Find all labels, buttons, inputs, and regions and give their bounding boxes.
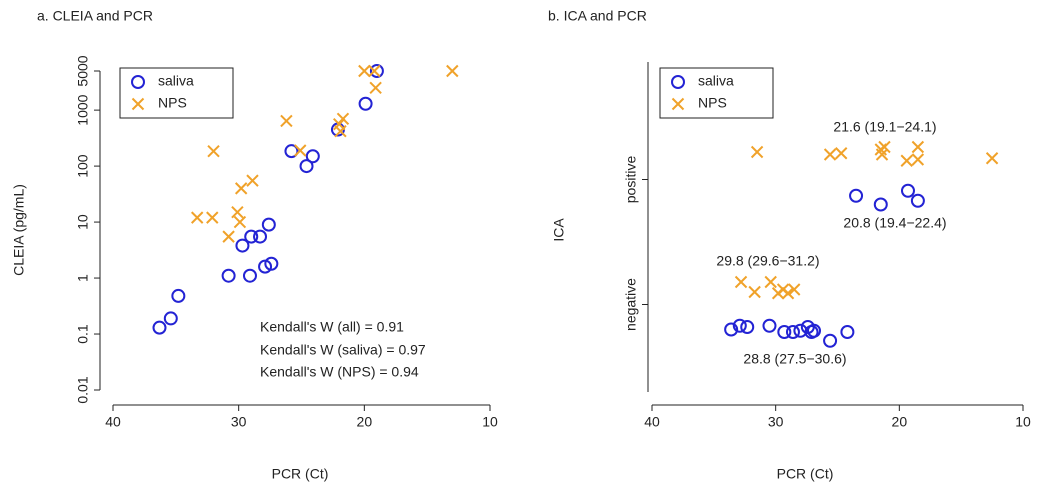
- legend-label: saliva: [698, 73, 734, 89]
- chart-title: b. ICA and PCR: [548, 8, 647, 24]
- point: [152, 320, 167, 335]
- point: [222, 230, 235, 243]
- y-axis-label: CLEIA (pg/mL): [11, 184, 27, 276]
- point: [788, 283, 801, 296]
- point: [911, 153, 925, 166]
- point: [823, 148, 837, 161]
- annotation: Kendall's W (all) = 0.91: [260, 319, 404, 335]
- point: [823, 333, 838, 348]
- legend-marker: [131, 97, 145, 111]
- legend-label: NPS: [158, 95, 187, 111]
- annotation: 21.6 (19.1−24.1): [833, 119, 936, 135]
- point: [734, 275, 748, 289]
- point: [242, 268, 257, 283]
- point: [878, 140, 891, 154]
- point: [258, 259, 273, 274]
- point: [244, 229, 259, 244]
- point: [740, 320, 755, 334]
- x-tick-label: 10: [482, 414, 498, 430]
- legend-marker: [671, 75, 685, 89]
- point: [446, 64, 459, 78]
- point: [233, 215, 247, 229]
- point: [336, 112, 350, 126]
- point: [793, 323, 808, 338]
- point: [910, 193, 925, 208]
- x-tick-label: 20: [357, 414, 373, 430]
- point: [807, 323, 822, 338]
- point: [171, 288, 186, 303]
- x-tick-label: 20: [892, 414, 908, 430]
- point: [750, 145, 764, 159]
- point: [235, 238, 250, 253]
- x-tick-label: 40: [105, 414, 121, 430]
- y-tick-label: 5000: [75, 55, 91, 86]
- point: [781, 287, 795, 300]
- annotation: Kendall's W (NPS) = 0.94: [260, 364, 419, 380]
- y-tick-label: 0.01: [75, 376, 91, 403]
- point: [911, 140, 925, 154]
- point: [849, 188, 864, 203]
- legend-marker: [131, 75, 145, 89]
- legend-label: saliva: [158, 73, 194, 89]
- point: [835, 147, 848, 160]
- point: [253, 229, 268, 244]
- point: [748, 285, 761, 299]
- annotation: 28.8 (27.5−30.6): [743, 351, 846, 367]
- point: [785, 325, 800, 339]
- point: [875, 148, 889, 161]
- point: [264, 256, 279, 271]
- point: [777, 325, 792, 339]
- point: [206, 211, 219, 224]
- point: [724, 322, 739, 337]
- x-axis-label: PCR (Ct): [777, 466, 834, 482]
- point: [284, 144, 299, 159]
- y-tick-label: positive: [623, 156, 639, 204]
- point: [234, 182, 248, 195]
- point: [299, 159, 314, 174]
- point: [358, 96, 373, 111]
- x-tick-label: 30: [768, 414, 784, 430]
- annotation: Kendall's W (saliva) = 0.97: [260, 342, 426, 358]
- point: [334, 125, 347, 138]
- legend-marker: [671, 97, 685, 111]
- point: [840, 325, 855, 339]
- point: [900, 183, 915, 198]
- point: [305, 149, 320, 164]
- x-tick-label: 40: [644, 414, 660, 430]
- y-axis-label: ICA: [551, 218, 567, 242]
- point: [190, 211, 204, 224]
- y-tick-label: 100: [75, 154, 91, 178]
- point: [762, 318, 777, 333]
- point: [873, 197, 888, 212]
- legend-label: NPS: [698, 95, 727, 111]
- point: [163, 311, 178, 326]
- point: [369, 81, 382, 95]
- y-tick-label: 10: [75, 214, 91, 230]
- point: [369, 64, 384, 78]
- x-tick-label: 10: [1015, 414, 1031, 430]
- y-tick-label: 1000: [75, 94, 91, 125]
- chart-title: a. CLEIA and PCR: [37, 8, 153, 24]
- point: [900, 154, 913, 167]
- y-tick-label: 0.1: [75, 324, 91, 344]
- point: [985, 152, 999, 165]
- x-axis-label: PCR (Ct): [272, 466, 329, 482]
- point: [207, 144, 220, 158]
- point: [764, 275, 777, 289]
- point: [294, 144, 307, 157]
- y-tick-label: negative: [623, 278, 639, 331]
- point: [732, 318, 747, 333]
- x-tick-label: 30: [231, 414, 247, 430]
- point: [368, 64, 381, 78]
- y-tick-label: 1: [75, 274, 91, 282]
- point: [231, 206, 244, 219]
- point: [280, 114, 293, 128]
- point: [358, 64, 371, 78]
- point: [221, 268, 236, 283]
- point: [246, 174, 259, 187]
- point: [261, 217, 276, 232]
- annotation: 29.8 (29.6−31.2): [716, 253, 819, 269]
- annotation: 20.8 (19.4−22.4): [843, 215, 946, 231]
